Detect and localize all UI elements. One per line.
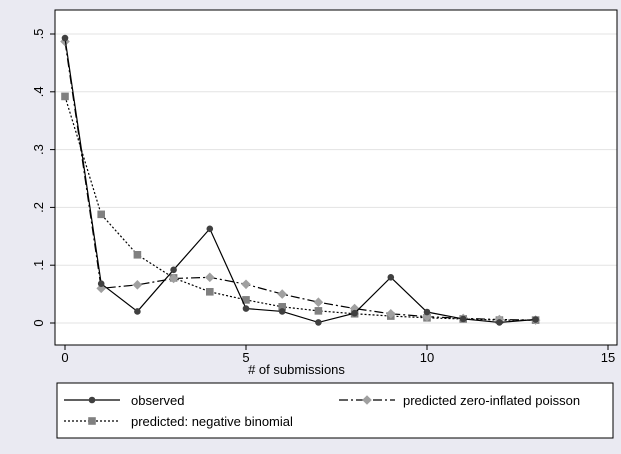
data-point [133, 250, 142, 259]
data-point [206, 225, 214, 233]
data-point [278, 303, 286, 311]
data-point [97, 210, 105, 219]
data-point [241, 279, 251, 290]
legend-label: predicted: negative binomial [131, 414, 293, 429]
data-point [313, 297, 324, 307]
data-point [277, 289, 287, 299]
data-point [134, 308, 141, 315]
series-0 [61, 34, 539, 326]
x-tick-label: 0 [61, 350, 68, 365]
legend-label: predicted zero-inflated poisson [403, 393, 580, 408]
legend-item: predicted zero-inflated poisson [339, 393, 580, 408]
data-point [206, 287, 214, 296]
y-tick-label: .4 [31, 86, 46, 97]
data-point [459, 315, 467, 323]
data-point [496, 319, 503, 326]
data-point [97, 280, 105, 287]
series-line [64, 96, 536, 321]
grid-lines [55, 33, 617, 324]
data-point [96, 283, 106, 294]
data-point [132, 280, 143, 290]
y-tick-label: .2 [31, 202, 46, 213]
data-point [242, 305, 250, 312]
y-tick-label: 0 [31, 319, 46, 326]
x-tick-label: 5 [242, 350, 249, 365]
data-point [351, 309, 358, 317]
legend-item: observed [64, 393, 184, 408]
y-tick-label: .5 [31, 29, 46, 40]
legend-box [56, 382, 614, 439]
data-point [314, 307, 323, 315]
data-point [61, 92, 69, 101]
series-line [64, 41, 536, 321]
data-point [168, 273, 179, 284]
legend-item: predicted: negative binomial [64, 414, 293, 429]
series-line [64, 37, 536, 324]
y-tick-label: .1 [31, 260, 46, 271]
x-tick-label: 15 [601, 350, 615, 365]
data-point [315, 319, 322, 326]
legend: observed predicted zero-inflated poisson p… [56, 382, 614, 439]
x-axis-label: # of submissions [248, 362, 345, 377]
data-point [349, 303, 360, 314]
data-point [88, 417, 96, 425]
series-layer [60, 34, 541, 326]
data-point [242, 296, 250, 304]
data-point [170, 266, 177, 274]
data-point [88, 396, 96, 404]
plot-frame [54, 9, 618, 346]
data-point [532, 316, 539, 323]
data-point [278, 308, 286, 315]
x-tick-label: 10 [420, 350, 434, 365]
y-tick-label: .3 [31, 144, 46, 155]
data-point [423, 308, 431, 316]
data-point [386, 308, 396, 319]
legend-label: observed [131, 393, 184, 408]
plot-area [55, 10, 617, 345]
axes: 0 .1 .2 .3 .4 .5 0 5 10 15 [31, 29, 615, 365]
data-point [205, 272, 215, 283]
data-point [61, 34, 69, 42]
data-point [387, 274, 395, 281]
data-point [362, 395, 372, 405]
